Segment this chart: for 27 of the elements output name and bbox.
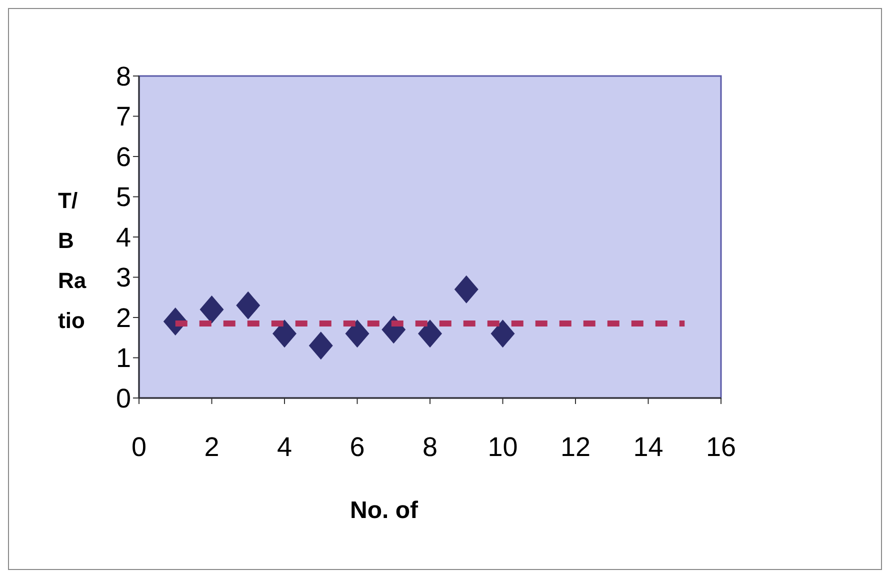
y-tick-label: 1 [116,343,131,374]
x-tick-label: 16 [706,432,736,462]
y-tick-label: 4 [116,222,131,252]
point [418,320,442,348]
point [454,275,478,304]
x-axis-title: No. of [350,497,419,524]
point [236,291,260,320]
y-tick-label: 2 [116,302,131,333]
y-tick-label: 0 [116,383,131,414]
x-tick-label: 14 [633,432,664,462]
x-tick-label: 4 [276,432,292,462]
y-tick-label: 6 [116,142,131,172]
y-tick-label: 5 [116,182,131,212]
x-tick-label: 8 [422,432,438,462]
y-tick-label: 3 [116,262,131,293]
x-tick-label: 2 [204,432,220,462]
point [490,320,515,348]
x-tick-label: 6 [350,432,365,462]
point [345,320,370,348]
x-tick-label: 10 [488,432,518,462]
point [308,332,333,360]
point [272,320,296,348]
y-tick-label: 8 [116,61,131,92]
y-tick-label: 7 [116,102,131,132]
y-axis-title: T/B Ratio [58,188,87,333]
x-tick-label: 12 [560,432,591,462]
point [200,295,224,324]
